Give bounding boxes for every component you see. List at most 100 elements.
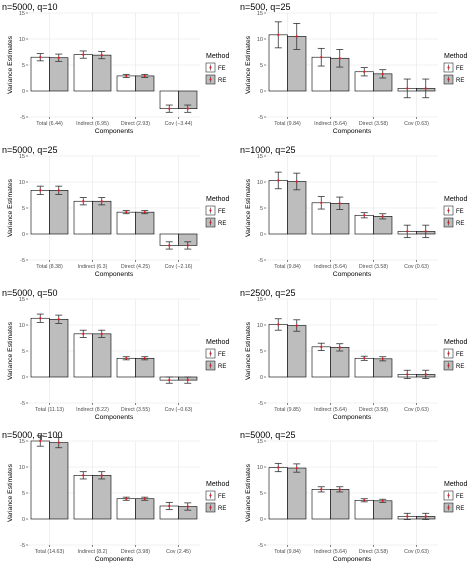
legend-title: Method <box>206 481 229 488</box>
x-axis-label: Components <box>95 128 134 135</box>
x-tick-label: Total (9.85) <box>274 407 301 413</box>
data-point <box>320 345 323 348</box>
x-axis-label: Components <box>333 556 372 563</box>
legend-key-point <box>209 209 212 212</box>
legend-label: RE <box>456 506 464 512</box>
x-tick-label: Indirect (5.64) <box>314 121 347 127</box>
data-point <box>39 439 42 443</box>
data-point <box>295 466 298 470</box>
legend-key-point <box>447 78 450 81</box>
y-tick-label: 10 <box>257 323 263 329</box>
x-axis-label: Components <box>333 128 372 135</box>
data-point <box>57 318 60 321</box>
data-point <box>406 230 409 233</box>
y-tick-label: -5 <box>258 258 263 264</box>
legend-label: FE <box>456 494 464 500</box>
bar <box>73 200 93 235</box>
y-tick-label: -5 <box>258 543 263 549</box>
data-point <box>363 214 366 217</box>
bar <box>135 211 155 235</box>
y-axis-label: Variance Estimates <box>245 463 252 522</box>
data-point <box>82 53 85 56</box>
data-point <box>406 373 409 376</box>
data-point <box>125 74 128 78</box>
data-point <box>295 324 298 327</box>
data-point <box>82 200 85 203</box>
data-point <box>363 70 366 73</box>
y-tick-label: 0 <box>260 517 263 523</box>
data-point <box>320 56 323 59</box>
data-point <box>168 379 171 382</box>
bar <box>116 211 136 235</box>
x-tick-label: Direct (3.58) <box>359 121 388 127</box>
y-tick-label: 5 <box>260 491 263 497</box>
bar <box>268 324 288 378</box>
data-point <box>406 87 409 90</box>
x-tick-label: Total (9.84) <box>274 121 301 127</box>
data-point <box>338 488 341 491</box>
y-tick-label: 0 <box>260 375 263 381</box>
legend-key-point <box>209 494 212 497</box>
legend-label: FE <box>456 66 464 72</box>
y-tick-label: 5 <box>260 63 263 69</box>
bar <box>73 54 93 92</box>
data-point <box>186 505 189 508</box>
data-point <box>186 244 189 247</box>
data-point <box>125 211 128 214</box>
y-tick-label: 10 <box>257 180 263 186</box>
data-point <box>125 357 128 360</box>
data-point <box>320 488 323 491</box>
y-tick-label: -5 <box>20 543 25 549</box>
legend-key-point <box>447 209 450 212</box>
chart-title: n=2500, q=25 <box>240 288 296 298</box>
y-tick-label: 0 <box>260 89 263 95</box>
data-point <box>168 244 171 247</box>
data-point <box>186 379 189 382</box>
data-point <box>406 515 409 518</box>
x-tick-label: Total (6.44) <box>36 121 63 127</box>
x-tick-label: Direct (3.55) <box>121 407 150 413</box>
x-tick-label: Total (14.63) <box>35 549 65 555</box>
data-point <box>186 107 189 110</box>
legend-key-point <box>209 352 212 355</box>
chart-title: n=5000, q=10 <box>2 2 58 12</box>
data-point <box>168 107 171 110</box>
bar <box>116 498 136 520</box>
y-tick-label: 10 <box>19 180 25 186</box>
data-point <box>143 357 146 360</box>
y-tick-label: 10 <box>19 465 25 471</box>
legend-key-point <box>447 364 450 367</box>
legend-label: RE <box>456 221 464 227</box>
bar <box>30 56 50 92</box>
chart-panel: n=2500, q=25 -5 0 5 10 15 Total (9.85) Indirect… <box>240 288 467 421</box>
data-point <box>57 56 60 59</box>
chart-title: n=5000, q=50 <box>2 288 58 298</box>
chart-title: n=1000, q=25 <box>240 145 296 155</box>
chart-title: n=5000, q=25 <box>2 145 58 155</box>
bar <box>330 347 350 378</box>
data-point <box>39 56 42 59</box>
bar <box>30 190 50 235</box>
y-tick-label: -5 <box>20 258 25 264</box>
y-tick-label: 10 <box>257 37 263 43</box>
bar <box>135 498 155 520</box>
y-tick-label: 5 <box>260 349 263 355</box>
legend-key-point <box>209 66 212 69</box>
bar <box>92 54 112 92</box>
legend-key-point <box>447 221 450 224</box>
bar <box>135 75 155 92</box>
x-tick-label: Cov (0.63) <box>404 264 429 270</box>
x-tick-label: Indirect (8.2) <box>78 549 108 555</box>
x-tick-label: Indirect (8.22) <box>76 407 109 413</box>
y-tick-label: 5 <box>22 349 25 355</box>
y-tick-label: 10 <box>257 465 263 471</box>
data-point <box>295 35 298 38</box>
bar <box>311 346 331 378</box>
y-tick-label: 0 <box>22 232 25 238</box>
data-point <box>381 72 384 75</box>
y-axis-label: Variance Estimates <box>245 321 252 380</box>
bar <box>354 357 374 378</box>
data-point <box>338 57 341 60</box>
legend-key-point <box>447 66 450 69</box>
